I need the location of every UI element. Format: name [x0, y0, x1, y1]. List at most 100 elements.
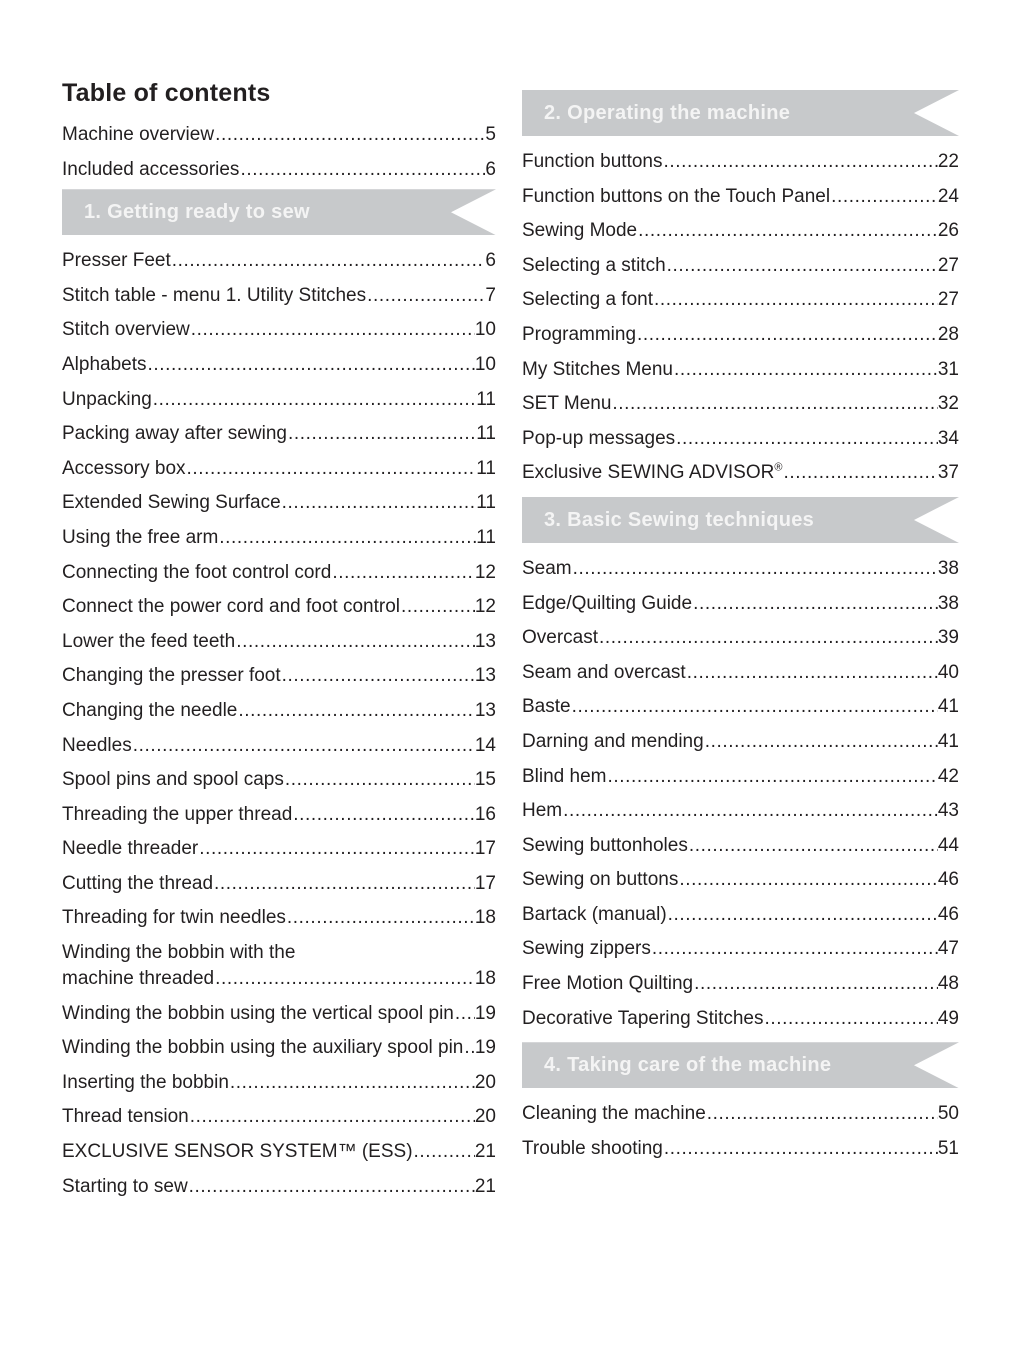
toc-entry-page: 10	[474, 353, 496, 375]
toc-entry-page: 13	[474, 699, 496, 721]
toc-entry-page: 15	[474, 769, 496, 791]
toc-entry-label: Threading the upper thread	[62, 803, 293, 825]
toc-entry-label: Seam and overcast	[522, 661, 686, 683]
toc-entry-page: 50	[937, 1103, 959, 1125]
dot-leader	[171, 244, 486, 279]
toc-entry: Edge/Quilting Guide 38	[522, 587, 959, 622]
toc-entry: Baste 41	[522, 690, 959, 725]
dot-leader	[186, 452, 477, 487]
dot-leader	[287, 417, 476, 452]
toc-entry-label: Function buttons	[522, 151, 663, 172]
toc-entry-label: Baste	[522, 696, 571, 718]
toc-entry: Pop-up messages 34	[522, 422, 959, 457]
toc-entry-label: Winding the bobbin using the auxiliary s…	[62, 1037, 464, 1059]
toc-entry-page: 41	[937, 696, 959, 718]
toc-entry-label: Free Motion Quilting	[522, 973, 694, 995]
toc-entry: Changing the needle 13	[62, 694, 496, 729]
toc-entry-label: Sewing Mode	[522, 220, 638, 242]
toc-entry-page: 16	[474, 803, 496, 825]
toc-entry-page: 46	[937, 869, 959, 891]
toc-entry: Seam 38	[522, 552, 959, 587]
toc-entry-label: Selecting a stitch	[522, 254, 666, 276]
toc-entry-page: 40	[937, 661, 959, 683]
toc-entry: Winding the bobbin using the auxiliary s…	[62, 1031, 496, 1066]
dot-leader	[214, 118, 485, 153]
toc-entry-page: 13	[474, 630, 496, 652]
dot-leader	[692, 587, 938, 622]
toc-entry: Selecting a stitch 27	[522, 249, 959, 284]
toc-entry: Function buttons 22	[522, 145, 959, 180]
dot-leader	[662, 145, 937, 180]
toc-entry: Cleaning the machine 50	[522, 1097, 959, 1132]
dot-leader	[782, 456, 937, 491]
dot-leader	[688, 829, 938, 864]
toc-entry-label: Hem	[522, 800, 563, 822]
toc-entry: Cutting the thread 17	[62, 867, 496, 902]
toc-entry: Spool pins and spool caps 15	[62, 763, 496, 798]
dot-leader	[463, 1031, 474, 1066]
dot-leader	[764, 1002, 938, 1037]
toc-entry-label: Presser Feet	[62, 250, 171, 272]
toc-entry: Bartack (manual) 46	[522, 898, 959, 933]
toc-entry-label: Accessory box	[62, 457, 186, 479]
toc-entry-label: Extended Sewing Surface	[62, 492, 281, 514]
dot-leader	[413, 1135, 475, 1170]
toc-entry-label: Threading for twin needles	[62, 907, 286, 929]
toc-entry-page: 7	[485, 284, 496, 306]
toc-entry-label: Packing away after sewing	[62, 423, 287, 445]
toc-entry-page: 6	[485, 158, 496, 180]
toc-entry-page: 11	[476, 526, 496, 548]
toc-entry-page: 34	[937, 427, 959, 449]
dot-leader	[675, 422, 938, 457]
toc-entry-label: Spool pins and spool caps	[62, 769, 284, 791]
toc-entry-page: 19	[474, 1002, 496, 1024]
dot-leader	[706, 1097, 938, 1132]
toc-entry-page: 27	[937, 289, 959, 311]
section-banner-3: 3. Basic Sewing techniques	[522, 497, 959, 543]
dot-leader	[229, 1066, 475, 1101]
dot-leader	[284, 763, 475, 798]
toc-entry-page: 13	[474, 665, 496, 687]
toc-entry-label: Inserting the bobbin	[62, 1071, 229, 1093]
toc-entry: SET Menu 32	[522, 387, 959, 422]
toc-entry-page: 28	[937, 323, 959, 345]
toc-entry: Presser Feet 6	[62, 244, 496, 279]
dot-leader	[292, 798, 475, 833]
dot-leader	[598, 621, 938, 656]
dot-leader	[678, 863, 938, 898]
toc-entry-label: Blind hem	[522, 765, 607, 787]
toc-entry-label: Changing the needle	[62, 699, 238, 721]
toc-entry-label: Included accessories	[62, 158, 240, 180]
toc-entry-label: Changing the presser foot	[62, 665, 281, 687]
toc-entry-label: Overcast	[522, 627, 599, 649]
dot-leader	[198, 832, 475, 867]
toc-entry-label: Stitch table - menu 1. Utility Stitches	[62, 284, 367, 306]
toc-entry-label: Sewing buttonholes	[522, 834, 688, 856]
dot-leader	[281, 486, 477, 521]
toc-entry: Extended Sewing Surface 11	[62, 486, 496, 521]
toc-entry-label: Unpacking	[62, 388, 152, 410]
dot-leader	[132, 729, 475, 764]
toc-entry: Free Motion Quilting 48	[522, 967, 959, 1002]
toc-entry-page: 20	[474, 1071, 496, 1093]
toc-left-column: Table of contents Machine overview 5 Inclu…	[62, 78, 496, 1204]
toc-entry: Changing the presser foot 13	[62, 659, 496, 694]
toc-entry: Packing away after sewing 11	[62, 417, 496, 452]
toc-entry-page: 38	[937, 592, 959, 614]
toc-entry-label: Connecting the foot control cord	[62, 561, 332, 583]
dot-leader	[571, 690, 938, 725]
toc-entry: Stitch overview 10	[62, 313, 496, 348]
toc-entry-label: Cleaning the machine	[522, 1103, 706, 1125]
toc-entry: Sewing buttonholes 44	[522, 829, 959, 864]
toc-right-column: 2. Operating the machine Function buttons…	[522, 90, 959, 1166]
dot-leader	[189, 1100, 475, 1135]
toc-entry-label: Darning and mending	[522, 730, 704, 752]
toc-entry: Alphabets 10	[62, 348, 496, 383]
toc-entry-label: Programming	[522, 323, 637, 345]
dot-leader	[190, 313, 475, 348]
toc-entry-label: Sewing on buttons	[522, 869, 679, 891]
toc-entry: Seam and overcast 40	[522, 656, 959, 691]
dot-leader	[673, 353, 938, 388]
toc-entry-page: 43	[937, 800, 959, 822]
toc-entry: Using the free arm 11	[62, 521, 496, 556]
